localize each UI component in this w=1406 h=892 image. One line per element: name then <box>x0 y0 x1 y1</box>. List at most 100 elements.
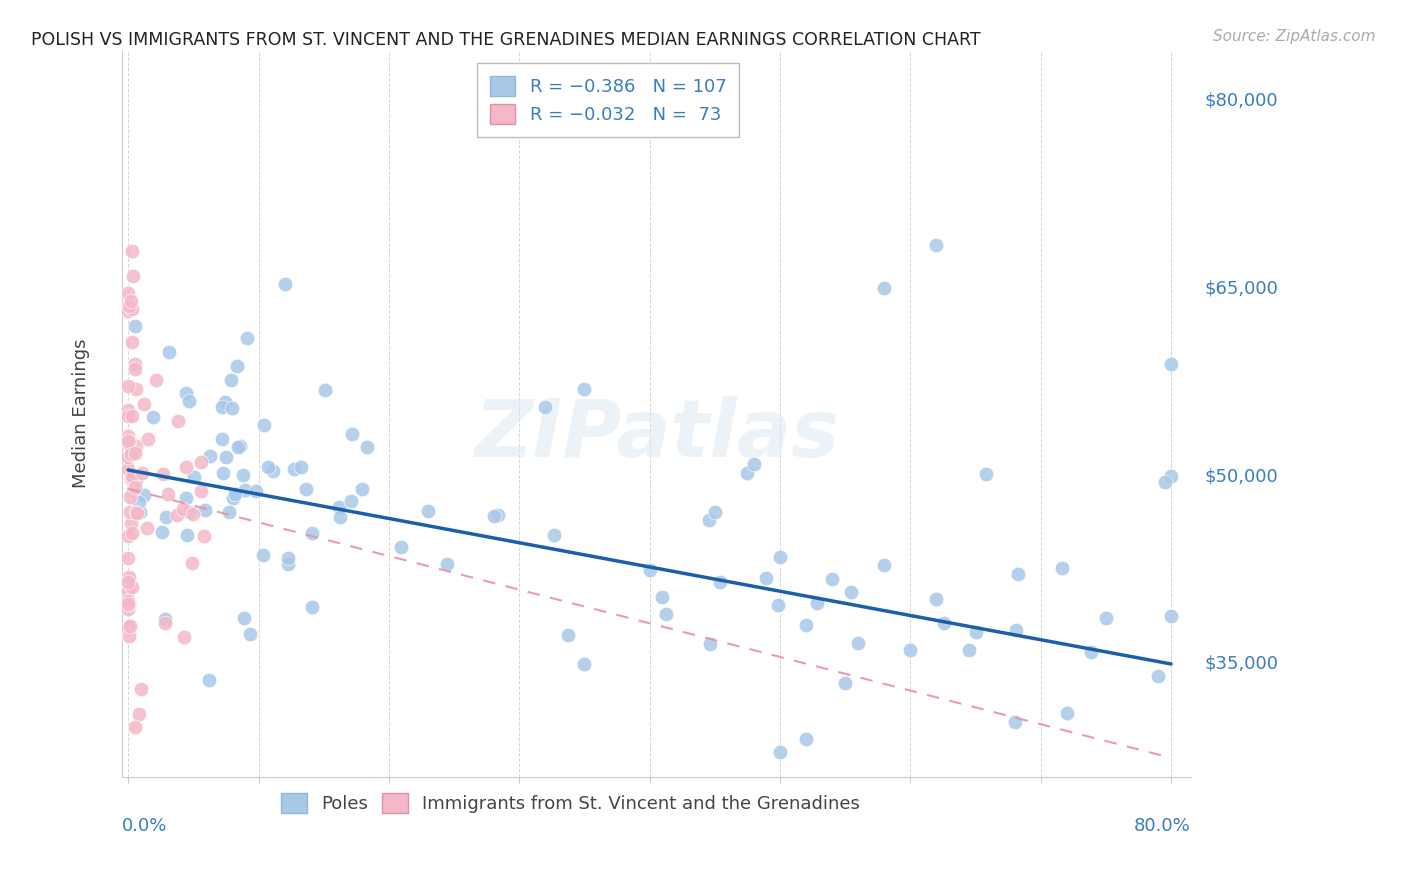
Point <box>340 493 363 508</box>
Point <box>128 494 150 508</box>
Point <box>129 505 152 519</box>
Point <box>121 469 143 483</box>
Point <box>117 436 139 450</box>
Point <box>132 397 155 411</box>
Point <box>232 467 254 482</box>
Point <box>128 706 150 721</box>
Text: $65,000: $65,000 <box>1205 279 1278 298</box>
Point <box>329 510 352 524</box>
Point <box>290 459 312 474</box>
Text: POLISH VS IMMIGRANTS FROM ST. VINCENT AND THE GRENADINES MEDIAN EARNINGS CORRELA: POLISH VS IMMIGRANTS FROM ST. VINCENT AN… <box>31 31 980 49</box>
Point <box>142 409 165 424</box>
Point <box>224 487 246 501</box>
Point <box>125 439 148 453</box>
Point <box>125 473 148 487</box>
Point <box>277 551 299 566</box>
Text: Source: ZipAtlas.com: Source: ZipAtlas.com <box>1212 29 1375 44</box>
Point <box>118 619 141 633</box>
Point <box>117 584 139 599</box>
Point <box>117 620 139 634</box>
Point <box>117 597 139 611</box>
Point <box>118 299 141 313</box>
Point <box>699 637 721 651</box>
Point <box>120 472 142 486</box>
Point <box>176 527 198 541</box>
Point <box>769 745 792 759</box>
Point <box>117 529 139 543</box>
Point <box>218 505 240 519</box>
Point <box>176 386 198 401</box>
Point <box>121 409 143 423</box>
Point <box>172 502 194 516</box>
Point <box>214 395 236 409</box>
Point <box>651 590 673 604</box>
Point <box>152 467 174 481</box>
Point <box>118 570 141 584</box>
Point <box>125 382 148 396</box>
Point <box>214 450 236 464</box>
Text: $35,000: $35,000 <box>1205 655 1278 673</box>
Point <box>117 433 139 447</box>
Text: 80.0%: 80.0% <box>1133 816 1191 835</box>
Point <box>356 441 378 455</box>
Point <box>193 529 215 543</box>
Point <box>120 505 142 519</box>
Point <box>1050 561 1073 575</box>
Point <box>120 516 142 530</box>
Point <box>1005 623 1028 637</box>
Point <box>794 732 817 747</box>
Point <box>1007 566 1029 581</box>
Point <box>1080 645 1102 659</box>
Point <box>236 331 259 345</box>
Point <box>181 556 204 570</box>
Point <box>125 505 148 519</box>
Point <box>932 616 955 631</box>
Point <box>965 624 987 639</box>
Point <box>769 549 792 564</box>
Point <box>1056 706 1078 721</box>
Point <box>1160 609 1182 624</box>
Point <box>211 466 233 480</box>
Text: ZIPatlas: ZIPatlas <box>474 396 838 475</box>
Point <box>794 618 817 632</box>
Point <box>117 462 139 476</box>
Point <box>166 508 188 523</box>
Point <box>703 505 725 519</box>
Point <box>534 401 557 415</box>
Point <box>1095 611 1118 625</box>
Point <box>226 359 249 373</box>
Point <box>117 434 139 448</box>
Point <box>122 473 145 487</box>
Point <box>136 521 159 535</box>
Point <box>328 500 350 515</box>
Point <box>221 401 243 416</box>
Point <box>486 508 509 523</box>
Point <box>232 611 254 625</box>
Legend: Poles, Immigrants from St. Vincent and the Grenadines: Poles, Immigrants from St. Vincent and t… <box>273 784 869 822</box>
Point <box>957 643 980 657</box>
Point <box>155 612 177 626</box>
Point <box>766 598 789 612</box>
Point <box>1147 669 1170 683</box>
Text: Median Earnings: Median Earnings <box>72 339 90 489</box>
Point <box>124 361 146 376</box>
Text: 0.0%: 0.0% <box>122 816 167 835</box>
Point <box>124 446 146 460</box>
Point <box>574 382 596 396</box>
Point <box>638 563 661 577</box>
Point <box>117 379 139 393</box>
Point <box>226 441 249 455</box>
Point <box>136 432 159 446</box>
Point <box>252 548 274 562</box>
Point <box>194 503 217 517</box>
Point <box>821 572 844 586</box>
Point <box>121 301 143 316</box>
Point <box>124 318 146 333</box>
Text: $50,000: $50,000 <box>1205 467 1278 485</box>
Point <box>1160 357 1182 371</box>
Point <box>211 401 233 415</box>
Point <box>925 591 948 606</box>
Point <box>117 551 139 566</box>
Point <box>134 488 156 502</box>
Point <box>117 303 139 318</box>
